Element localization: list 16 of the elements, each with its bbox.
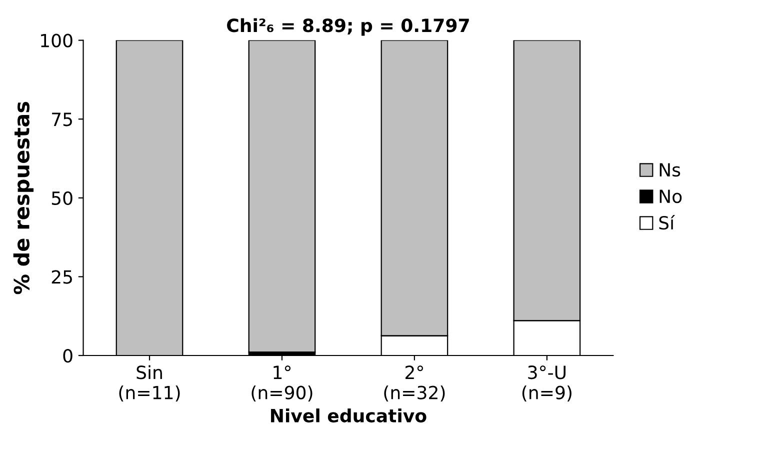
y-tick-label: 25: [52, 270, 72, 284]
x-tick-label: Sin (n=11): [119, 365, 180, 402]
legend-label: No: [660, 190, 682, 204]
x-axis-title: Nivel educativo: [271, 408, 426, 422]
chart-title: Chi²₆ = 8.89; p = 0.1797: [227, 18, 469, 36]
y-tick-label: 100: [41, 34, 72, 48]
y-tick-label: 0: [63, 348, 72, 363]
legend-label: Sí: [659, 214, 676, 230]
y-tick-label: 50: [52, 191, 72, 206]
y-tick-label: 75: [52, 112, 72, 126]
x-tick-label: 3°-U (n=9): [522, 366, 572, 402]
legend-label: Ns: [660, 163, 680, 177]
x-tick-label: 2° (n=32): [384, 366, 445, 402]
x-tick-label: 1° (n=90): [252, 366, 312, 402]
bar: [248, 40, 316, 353]
y-axis-title: % de respuestas: [13, 102, 34, 294]
